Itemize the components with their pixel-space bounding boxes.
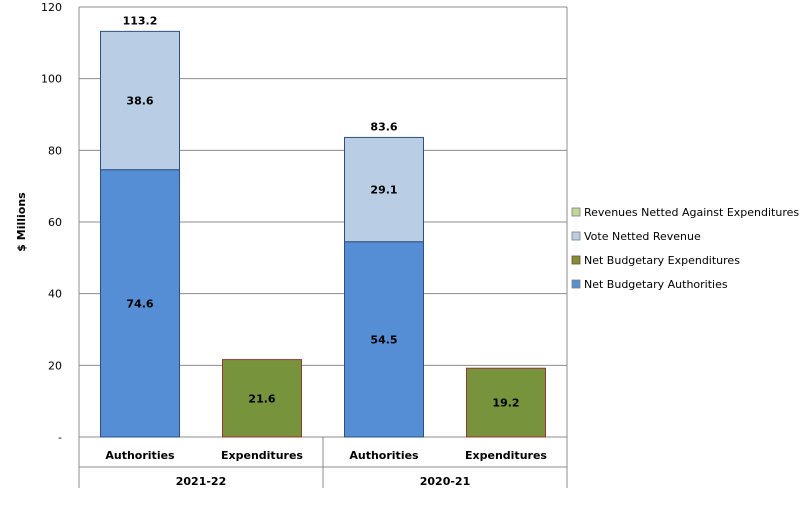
- data-label: 74.6: [126, 297, 153, 310]
- bar-segment: [344, 136, 424, 243]
- legend-swatch: [571, 207, 581, 217]
- legend-label: Revenues Netted Against Expenditures: [584, 206, 799, 219]
- x-group-label: 2020-21: [420, 475, 471, 488]
- y-tick-label: 20: [48, 359, 62, 372]
- total-label: 83.6: [370, 120, 397, 133]
- y-tick-label: 60: [48, 216, 62, 229]
- y-tick-label: -: [58, 431, 62, 444]
- data-label: 21.6: [248, 392, 275, 405]
- y-axis-title: $ Millions: [15, 192, 28, 252]
- data-label: 38.6: [126, 95, 153, 108]
- y-tick-label: 120: [41, 1, 62, 14]
- bar-segment: [100, 169, 180, 438]
- x-tick-label: Expenditures: [221, 449, 303, 462]
- bar-segment: [222, 359, 302, 438]
- x-tick-label: Expenditures: [465, 449, 547, 462]
- data-label: 29.1: [370, 184, 397, 197]
- legend-label: Net Budgetary Authorities: [584, 278, 728, 291]
- total-label: 113.2: [123, 14, 158, 27]
- legend-swatch: [571, 231, 581, 241]
- axes: - 20 40 60 80 100 120 Authorities Expenditures Au…: [41, 1, 568, 488]
- legend-label: Net Budgetary Expenditures: [584, 254, 740, 267]
- bar-segment: [466, 367, 546, 438]
- y-tick-label: 80: [48, 144, 62, 157]
- legend: Revenues Netted Against Expenditures Vote…: [571, 206, 799, 291]
- x-group-label: 2021-22: [176, 475, 227, 488]
- bar-segment: [344, 241, 424, 438]
- data-label: 54.5: [370, 333, 397, 346]
- legend-swatch: [571, 279, 581, 289]
- legend-label: Vote Netted Revenue: [584, 230, 701, 243]
- y-tick-label: 40: [48, 288, 62, 301]
- bars: 74.6 54.5 21.6 19.2 38.6 29.1 113.2 83.6: [100, 14, 546, 438]
- y-tick-label: 100: [41, 73, 62, 86]
- x-tick-label: Authorities: [349, 449, 419, 462]
- legend-swatch: [571, 255, 581, 265]
- data-label: 19.2: [492, 397, 519, 410]
- bar-segment: [100, 30, 180, 171]
- x-tick-label: Authorities: [105, 449, 175, 462]
